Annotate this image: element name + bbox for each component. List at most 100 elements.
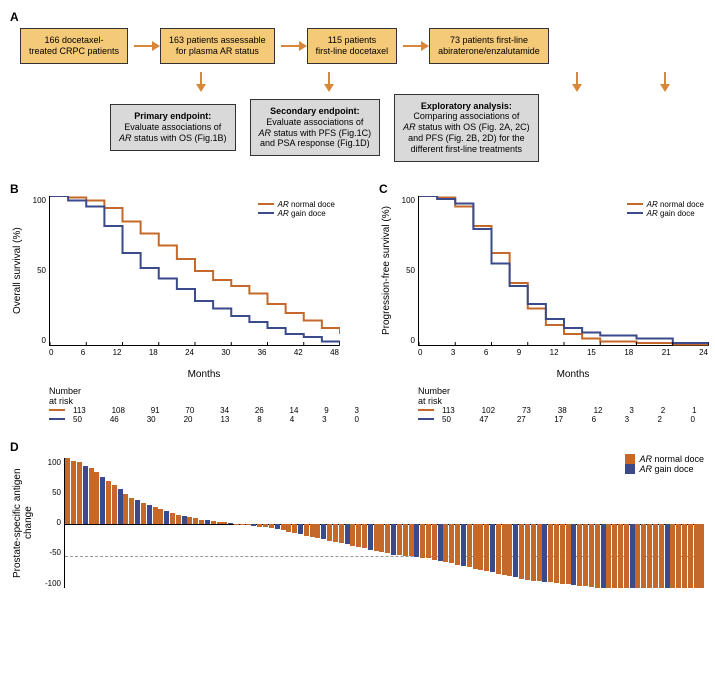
waterfall-bar <box>170 513 175 524</box>
flow-box-endpoint: Primary endpoint:Evaluate associations o… <box>110 104 236 150</box>
risk-table-b: Number at risk 1131089170342614935046302… <box>49 386 359 424</box>
km-plot-c: 100500 AR normal doceAR gain doce <box>418 196 708 346</box>
risk-row: 50463020138430 <box>49 415 359 424</box>
waterfall-bar <box>612 524 617 587</box>
waterfall-bar <box>339 524 344 543</box>
waterfall-bar <box>193 518 198 524</box>
arrow-right-icon <box>403 45 423 47</box>
waterfall-bar <box>484 524 489 571</box>
flow-box-top: 115 patients first-line docetaxel <box>307 28 398 64</box>
waterfall-bar <box>362 524 367 548</box>
waterfall-bar <box>164 511 169 524</box>
waterfall-bar <box>385 524 390 553</box>
waterfall-bar <box>589 524 594 587</box>
waterfall-bar <box>496 524 501 573</box>
panel-c-xlabel: Months <box>418 369 715 380</box>
waterfall-bar <box>228 523 233 524</box>
arrow-right-icon <box>281 45 301 47</box>
panel-c-label: C <box>379 182 388 196</box>
flow-box-top: 73 patients first-line abiraterone/enzal… <box>429 28 549 64</box>
waterfall-bar <box>432 524 437 560</box>
waterfall-bar <box>269 524 274 528</box>
waterfall-bar <box>409 524 414 556</box>
waterfall-bar <box>222 522 227 524</box>
waterfall-bar <box>583 524 588 586</box>
waterfall-bar <box>513 524 518 577</box>
waterfall-bar <box>298 524 303 534</box>
waterfall-bar <box>641 524 646 587</box>
waterfall-bar <box>554 524 559 583</box>
km-plot-b: 100500 AR normal doceAR gain doce <box>49 196 339 346</box>
waterfall-bar <box>560 524 565 584</box>
panel-c: C Progression-free survival (%) 100500 A… <box>379 182 715 424</box>
waterfall-bar <box>694 524 699 587</box>
risk-row: 5047271763200 <box>418 415 715 424</box>
waterfall-bar <box>467 524 472 567</box>
waterfall-bar <box>257 524 262 527</box>
waterfall-bar <box>525 524 530 580</box>
waterfall-bar <box>368 524 373 549</box>
panel-d: D Prostate-specific antigen change 10050… <box>10 440 705 588</box>
waterfall-bar <box>83 466 88 524</box>
risk-row: 113108917034261493 <box>49 406 359 415</box>
waterfall-bar <box>275 524 280 529</box>
waterfall-bar <box>356 524 361 547</box>
waterfall-bar <box>89 468 94 524</box>
arrow-down-icon <box>200 72 202 86</box>
waterfall-bar <box>426 524 431 558</box>
waterfall-bar <box>205 520 210 524</box>
waterfall-bar <box>682 524 687 587</box>
arrow-down-icon <box>328 72 330 86</box>
waterfall-bar <box>263 524 268 527</box>
flow-box-endpoint: Exploratory analysis:Comparing associati… <box>394 94 539 162</box>
waterfall-bar <box>670 524 675 587</box>
waterfall-bar <box>455 524 460 565</box>
waterfall-bar <box>507 524 512 576</box>
waterfall-bar <box>438 524 443 561</box>
waterfall-bar <box>158 509 163 524</box>
panel-b-ylabel: Overall survival (%) <box>10 196 25 346</box>
waterfall-bar <box>199 520 204 524</box>
waterfall-bar <box>345 524 350 544</box>
panel-a-label: A <box>10 10 19 24</box>
waterfall-bar <box>141 503 146 525</box>
waterfall-bar <box>647 524 652 587</box>
waterfall-bar <box>391 524 396 554</box>
waterfall-bar <box>65 458 70 525</box>
arrow-down-icon <box>664 72 666 86</box>
waterfall-bar <box>595 524 600 587</box>
panel-b-xlabel: Months <box>49 369 359 380</box>
waterfall-plot: 100500-50-100 AR normal doceAR gain doce <box>64 458 704 588</box>
waterfall-bar <box>473 524 478 568</box>
flow-box-top: 163 patients assessable for plasma AR st… <box>160 28 275 64</box>
waterfall-bar <box>502 524 507 575</box>
waterfall-bar <box>112 485 117 524</box>
waterfall-bar <box>449 524 454 563</box>
waterfall-bar <box>333 524 338 542</box>
waterfall-bar <box>71 461 76 524</box>
waterfall-bar <box>630 524 635 587</box>
waterfall-bar <box>624 524 629 587</box>
waterfall-bar <box>443 524 448 562</box>
waterfall-bar <box>153 507 158 524</box>
waterfall-bar <box>321 524 326 539</box>
waterfall-bar <box>699 524 704 587</box>
waterfall-bar <box>601 524 606 587</box>
waterfall-bar <box>100 477 105 525</box>
flow-box-endpoint: Secondary endpoint:Evaluate associations… <box>250 99 381 156</box>
flow-box-top: 166 docetaxel- treated CRPC patients <box>20 28 128 64</box>
waterfall-bar <box>537 524 542 581</box>
waterfall-bar <box>566 524 571 584</box>
waterfall-bar <box>94 472 99 524</box>
waterfall-bar <box>414 524 419 557</box>
panel-c-ylabel: Progression-free survival (%) <box>379 196 394 346</box>
waterfall-bar <box>281 524 286 530</box>
waterfall-bar <box>571 524 576 585</box>
waterfall-bar <box>147 505 152 524</box>
waterfall-bar <box>688 524 693 587</box>
waterfall-bar <box>397 524 402 555</box>
waterfall-bar <box>478 524 483 570</box>
risk-row: 1131027338123211 <box>418 406 715 415</box>
waterfall-bar <box>542 524 547 582</box>
panel-d-label: D <box>10 440 19 454</box>
